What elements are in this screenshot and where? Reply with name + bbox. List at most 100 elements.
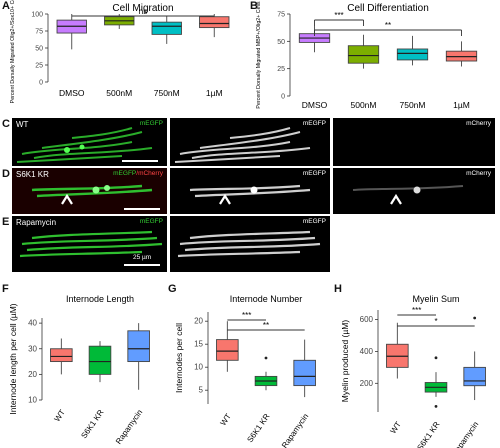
chart-h-sig-label-0: *** bbox=[412, 306, 421, 315]
chart-a-category-3: 1µM bbox=[206, 88, 223, 98]
micro-e-gray: mEGFP bbox=[170, 216, 330, 272]
arrowhead-icon bbox=[390, 193, 402, 205]
chart-f-title: Internode Length bbox=[66, 294, 134, 304]
chart-g-ytick-label-1: 10 bbox=[194, 363, 203, 372]
chart-b-ytick-label-2: 50 bbox=[277, 39, 285, 46]
micro-c-channel-3: mCherry bbox=[466, 120, 491, 127]
panel-letter-g: G bbox=[168, 283, 177, 295]
panel-letter-h: H bbox=[334, 283, 342, 295]
chart-b-title: Cell Differentiation bbox=[347, 3, 429, 14]
chart-g-title: Internode Number bbox=[230, 294, 303, 304]
chart-b-category-1: 500nM bbox=[351, 100, 377, 110]
chart-h-ytick-label-1: 400 bbox=[360, 347, 374, 356]
chart-h-ylabel: Myelin produced (µM) bbox=[340, 320, 350, 403]
chart-f-ytick-label-0: 10 bbox=[28, 396, 37, 405]
chart-b-ytick-label-0: 0 bbox=[281, 94, 285, 101]
chart-g-ylabel: Internodes per cell bbox=[174, 323, 184, 393]
scalebar-c bbox=[122, 160, 158, 162]
chart-b-category-0: DMSO bbox=[302, 100, 328, 110]
chart-g-ytick-label-2: 15 bbox=[194, 340, 203, 349]
micro-d-channel-1: mEGFP/mCherry bbox=[113, 170, 163, 177]
chart-h-sig-label-1: * bbox=[434, 317, 437, 326]
scale-label-e: 25 µm bbox=[133, 254, 152, 261]
chart-a-category-0: DMSO bbox=[59, 88, 85, 98]
micro-e-green-image bbox=[19, 230, 163, 258]
micro-d-channel-3: mCherry bbox=[466, 170, 491, 177]
panel-letter-d: D bbox=[2, 168, 10, 180]
chart-b-ytick-label-1: 25 bbox=[277, 66, 285, 73]
chart-g-category-2: Rapamycin bbox=[280, 412, 310, 448]
chart-h-ytick-label-2: 600 bbox=[360, 315, 374, 324]
chart-g-ytick-label-0: 5 bbox=[199, 386, 204, 395]
micro-c-gray-image bbox=[174, 127, 311, 163]
micro-c-channel-1: mEGFP bbox=[139, 120, 163, 127]
chart-h-ytick-label-0: 200 bbox=[360, 379, 374, 388]
micro-c-green: WT mEGFP bbox=[12, 118, 167, 166]
chart-f-box-2 bbox=[127, 330, 150, 363]
chart-internode-length: Internode Length Internode length per cel… bbox=[8, 294, 150, 446]
chart-g-sig-label-1: ** bbox=[263, 321, 269, 330]
chart-g-sig-label-0: *** bbox=[242, 311, 251, 320]
micro-e-green: Rapamycin mEGFP 25 µm bbox=[12, 216, 167, 272]
chart-f-category-2: Rapamycin bbox=[114, 408, 144, 446]
chart-a-ytick-label-1: 25 bbox=[35, 63, 43, 70]
micro-c-green-image bbox=[16, 127, 153, 163]
chart-f-ytick-label-2: 30 bbox=[28, 344, 37, 353]
chart-b-sig-label-1: ** bbox=[385, 21, 391, 30]
micro-d-gray-image bbox=[189, 184, 311, 205]
chart-a-title: Cell Migration bbox=[112, 3, 173, 14]
micro-e-channel-1: mEGFP bbox=[139, 218, 163, 225]
chart-b-ytick-label-3: 75 bbox=[277, 12, 285, 19]
micro-e-channel-2: mEGFP bbox=[302, 218, 326, 225]
arrowhead-icon bbox=[219, 193, 231, 205]
chart-g-category-0: WT bbox=[218, 412, 233, 427]
micro-d-red: mCherry bbox=[333, 168, 495, 214]
chart-h-outlier-0 bbox=[434, 356, 438, 360]
chart-a-box-2 bbox=[151, 21, 182, 35]
chart-g-ytick-label-3: 20 bbox=[194, 317, 203, 326]
micro-c-gray: mEGFP bbox=[170, 118, 330, 166]
chart-a-box-3 bbox=[199, 16, 230, 29]
chart-cell-migration: Cell Migration Percent Dorsally Migrated … bbox=[10, 0, 230, 103]
chart-a-sig-label-0: ns bbox=[139, 7, 147, 16]
chart-g-box-2 bbox=[293, 359, 316, 387]
chart-a-ytick-label-2: 50 bbox=[35, 46, 43, 53]
chart-h-title: Myelin Sum bbox=[412, 294, 459, 304]
chart-f-ytick-label-1: 20 bbox=[28, 370, 37, 379]
micro-d-merged-image bbox=[31, 184, 153, 205]
chart-b-sig-label-0: *** bbox=[334, 11, 343, 20]
chart-f-box-1 bbox=[88, 345, 112, 375]
chart-a-ytick-label-4: 100 bbox=[31, 12, 43, 19]
chart-b-ylabel: Percent Dorsally Migrated MBP+/Olig2+ Ce… bbox=[256, 1, 262, 109]
chart-g-outlier-0 bbox=[264, 356, 268, 360]
chart-f-category-0: WT bbox=[52, 408, 67, 423]
micro-d-title: S6K1 KR bbox=[16, 170, 49, 179]
chart-myelin-sum: Myelin Sum Myelin produced (µM) 200 400 600 W… bbox=[340, 294, 486, 448]
chart-b-box-1 bbox=[347, 45, 380, 64]
chart-a-ytick-label-0: 0 bbox=[39, 80, 43, 87]
micro-d-channel-red: /mCherry bbox=[136, 170, 163, 177]
chart-g-box-0 bbox=[216, 339, 239, 361]
chart-a-ylabel: Percent Dorsally Migrated Olig2+/Sox10+ … bbox=[10, 0, 16, 103]
chart-a-ytick-label-3: 75 bbox=[35, 29, 43, 36]
panel-letter-b: B bbox=[250, 0, 258, 12]
chart-b-category-3: 1µM bbox=[453, 100, 470, 110]
chart-f-category-1: S6K1 KR bbox=[79, 408, 105, 440]
chart-cell-differentiation: Cell Differentiation Percent Dorsally Mig… bbox=[256, 1, 478, 110]
chart-a-category-2: 750nM bbox=[154, 88, 180, 98]
chart-h-box-2 bbox=[463, 366, 486, 387]
micro-d-channel-green: mEGFP bbox=[113, 170, 137, 177]
chart-a-category-1: 500nM bbox=[106, 88, 132, 98]
chart-h-outlier-1 bbox=[434, 405, 438, 408]
chart-b-category-2: 750nM bbox=[400, 100, 426, 110]
chart-b-box-2 bbox=[396, 48, 429, 61]
chart-f-ytick-label-3: 40 bbox=[28, 319, 37, 328]
chart-h-category-2: Rapamycin bbox=[450, 420, 480, 448]
chart-g-category-1: S6K1 KR bbox=[245, 412, 271, 444]
micro-e-gray-image bbox=[177, 230, 321, 258]
panel-letter-e: E bbox=[2, 216, 10, 228]
micro-d-merged: S6K1 KR mEGFP/mCherry bbox=[12, 168, 167, 214]
scalebar-e bbox=[124, 264, 160, 266]
chart-h-outlier-2 bbox=[473, 316, 477, 320]
arrowhead-icon bbox=[61, 193, 73, 205]
